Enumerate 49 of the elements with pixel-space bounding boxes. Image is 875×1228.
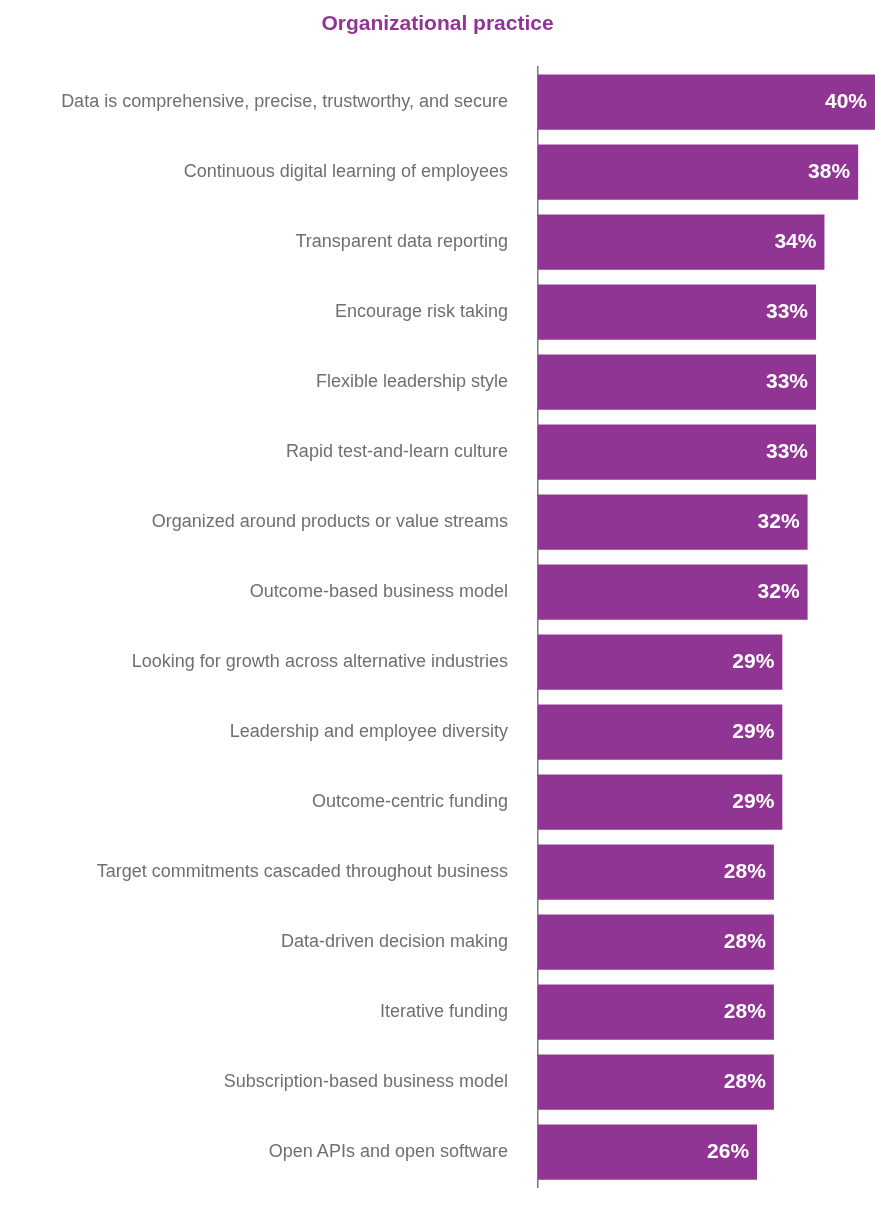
data-label: 32% <box>757 509 800 532</box>
bar <box>538 774 783 830</box>
y-tick-label: Continuous digital learning of employees <box>183 161 508 182</box>
bar <box>538 144 859 200</box>
data-label: 28% <box>723 1069 767 1092</box>
y-tick-label: Subscription-based business model <box>223 1071 508 1092</box>
y-tick-label: Open APIs and open software <box>268 1141 508 1162</box>
data-label: 28% <box>723 999 767 1022</box>
data-label: 33% <box>765 299 809 322</box>
bar <box>538 424 817 480</box>
y-tick-label: Iterative funding <box>379 1001 508 1022</box>
bar <box>538 704 783 760</box>
bar <box>538 914 774 970</box>
y-tick-label: Target commitments cascaded throughout business <box>96 861 508 882</box>
bar <box>538 284 817 340</box>
data-label: 29% <box>732 649 775 672</box>
bar <box>538 634 783 690</box>
y-tick-label: Outcome-centric funding <box>311 791 508 812</box>
bar <box>538 74 875 130</box>
bar <box>538 214 825 270</box>
data-label: 34% <box>774 229 817 252</box>
y-tick-label: Transparent data reporting <box>295 231 508 252</box>
bar <box>538 494 808 550</box>
bar <box>538 564 808 620</box>
data-label: 28% <box>723 859 767 882</box>
y-tick-label: Leadership and employee diversity <box>229 721 508 742</box>
data-label: 33% <box>765 439 809 462</box>
data-label: 28% <box>723 929 767 952</box>
chart-title: Organizational practice <box>321 11 554 35</box>
data-label: 29% <box>732 719 775 742</box>
y-tick-label: Data is comprehensive, precise, trustworthy, and secure <box>61 91 508 112</box>
data-label: 26% <box>707 1139 750 1162</box>
y-tick-label: Flexible leadership style <box>315 371 508 392</box>
y-tick-label: Encourage risk taking <box>334 301 508 322</box>
y-tick-label: Outcome-based business model <box>249 581 508 602</box>
data-label: 33% <box>765 369 809 392</box>
data-label: 40% <box>824 89 868 112</box>
y-tick-label: Looking for growth across alternative industries <box>131 651 508 672</box>
bar <box>538 1124 758 1180</box>
data-label: 29% <box>732 789 775 812</box>
y-tick-label: Rapid test-and-learn culture <box>285 441 508 462</box>
bar <box>538 984 774 1040</box>
data-label: 32% <box>757 579 800 602</box>
bar <box>538 844 774 900</box>
y-tick-label: Data-driven decision making <box>280 931 508 952</box>
bar <box>538 354 817 410</box>
data-label: 38% <box>808 159 851 182</box>
y-tick-label: Organized around products or value streams <box>151 511 508 532</box>
bar <box>538 1054 774 1110</box>
